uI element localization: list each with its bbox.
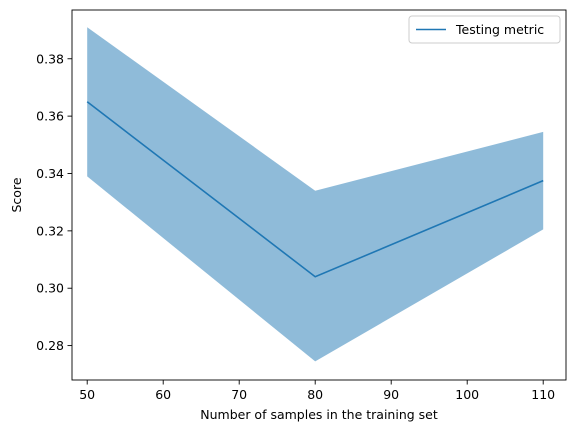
y-axis-ticks: 0.28 0.30 0.32 0.34 0.36 0.38 xyxy=(36,51,72,353)
y-tick-label: 0.28 xyxy=(36,338,64,353)
y-tick-label: 0.36 xyxy=(36,109,64,124)
x-tick-label: 80 xyxy=(307,387,323,402)
x-axis-label: Number of samples in the training set xyxy=(200,407,438,422)
legend-label: Testing metric xyxy=(455,22,544,37)
y-tick-label: 0.32 xyxy=(36,223,64,238)
y-tick-label: 0.30 xyxy=(36,281,64,296)
x-tick-label: 70 xyxy=(231,387,247,402)
x-tick-label: 100 xyxy=(455,387,479,402)
plot-frame xyxy=(71,9,567,381)
y-axis-label: Score xyxy=(9,177,24,212)
y-tick-label: 0.34 xyxy=(36,166,64,181)
y-tick-label: 0.38 xyxy=(36,51,64,66)
x-axis-ticks: 50 60 70 80 90 100 110 xyxy=(79,380,555,402)
band-layer xyxy=(87,27,544,362)
series-line-0 xyxy=(86,101,544,278)
legend-box xyxy=(408,15,561,44)
confidence-band-0 xyxy=(87,27,544,362)
x-tick-label: 60 xyxy=(155,387,171,402)
x-tick-label: 110 xyxy=(531,387,555,402)
x-tick-label: 50 xyxy=(79,387,95,402)
x-tick-label: 90 xyxy=(383,387,399,402)
line-layer xyxy=(86,101,544,278)
legend: Testing metric xyxy=(408,15,561,44)
